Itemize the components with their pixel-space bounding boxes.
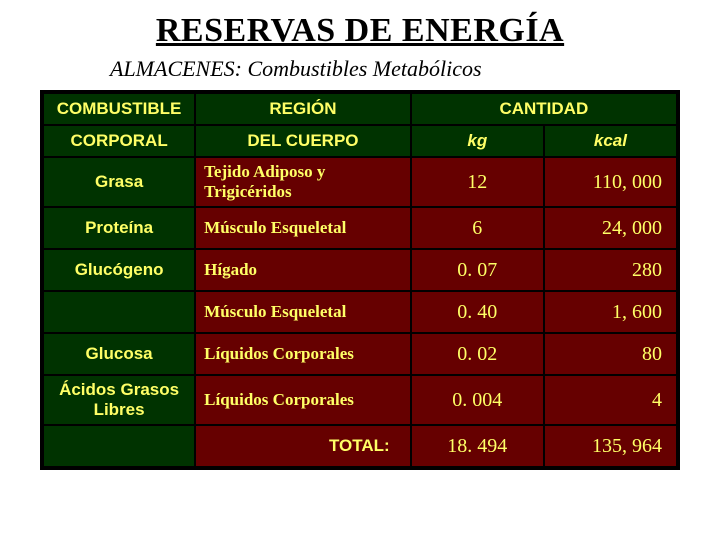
fuel-cell: Glucógeno bbox=[43, 249, 195, 291]
kcal-cell: 1, 600 bbox=[544, 291, 677, 333]
kcal-cell: 110, 000 bbox=[544, 157, 677, 207]
header-corporal: CORPORAL bbox=[43, 125, 195, 157]
region-cell: Líquidos Corporales bbox=[195, 375, 411, 425]
subtitle: ALMACENES: Combustibles Metabólicos bbox=[110, 56, 680, 82]
kg-cell: 0. 07 bbox=[411, 249, 544, 291]
region-cell: Músculo Esqueletal bbox=[195, 207, 411, 249]
table-total-row: TOTAL: 18. 494 135, 964 bbox=[43, 425, 677, 467]
header-region: REGIÓN bbox=[195, 93, 411, 125]
total-kcal: 135, 964 bbox=[544, 425, 677, 467]
total-fuel-blank bbox=[43, 425, 195, 467]
fuel-cell bbox=[43, 291, 195, 333]
header-kcal: kcal bbox=[544, 125, 677, 157]
slide: RESERVAS DE ENERGÍA ALMACENES: Combustib… bbox=[0, 0, 720, 540]
table-row: Ácidos Grasos Libres Líquidos Corporales… bbox=[43, 375, 677, 425]
fuel-cell: Glucosa bbox=[43, 333, 195, 375]
main-title: RESERVAS DE ENERGÍA bbox=[40, 12, 680, 50]
fuel-cell: Proteína bbox=[43, 207, 195, 249]
fuel-cell: Ácidos Grasos Libres bbox=[43, 375, 195, 425]
table-row: Músculo Esqueletal 0. 40 1, 600 bbox=[43, 291, 677, 333]
fuel-cell: Grasa bbox=[43, 157, 195, 207]
kg-cell: 6 bbox=[411, 207, 544, 249]
table-header-row-1: COMBUSTIBLE REGIÓN CANTIDAD bbox=[43, 93, 677, 125]
kcal-cell: 80 bbox=[544, 333, 677, 375]
energy-reserves-table: COMBUSTIBLE REGIÓN CANTIDAD CORPORAL DEL… bbox=[42, 92, 678, 468]
kcal-cell: 24, 000 bbox=[544, 207, 677, 249]
total-label: TOTAL: bbox=[195, 425, 411, 467]
kg-cell: 12 bbox=[411, 157, 544, 207]
table-row: Glucosa Líquidos Corporales 0. 02 80 bbox=[43, 333, 677, 375]
kg-cell: 0. 004 bbox=[411, 375, 544, 425]
kcal-cell: 280 bbox=[544, 249, 677, 291]
kcal-cell: 4 bbox=[544, 375, 677, 425]
header-combustible: COMBUSTIBLE bbox=[43, 93, 195, 125]
header-cantidad: CANTIDAD bbox=[411, 93, 677, 125]
region-cell: Líquidos Corporales bbox=[195, 333, 411, 375]
header-del-cuerpo: DEL CUERPO bbox=[195, 125, 411, 157]
kg-cell: 0. 40 bbox=[411, 291, 544, 333]
table-row: Proteína Músculo Esqueletal 6 24, 000 bbox=[43, 207, 677, 249]
table-header-row-2: CORPORAL DEL CUERPO kg kcal bbox=[43, 125, 677, 157]
table-row: Glucógeno Hígado 0. 07 280 bbox=[43, 249, 677, 291]
region-cell: Hígado bbox=[195, 249, 411, 291]
header-kg: kg bbox=[411, 125, 544, 157]
region-cell: Músculo Esqueletal bbox=[195, 291, 411, 333]
region-cell: Tejido Adiposo y Trigicéridos bbox=[195, 157, 411, 207]
table-container: COMBUSTIBLE REGIÓN CANTIDAD CORPORAL DEL… bbox=[40, 90, 680, 470]
table-row: Grasa Tejido Adiposo y Trigicéridos 12 1… bbox=[43, 157, 677, 207]
total-kg: 18. 494 bbox=[411, 425, 544, 467]
kg-cell: 0. 02 bbox=[411, 333, 544, 375]
